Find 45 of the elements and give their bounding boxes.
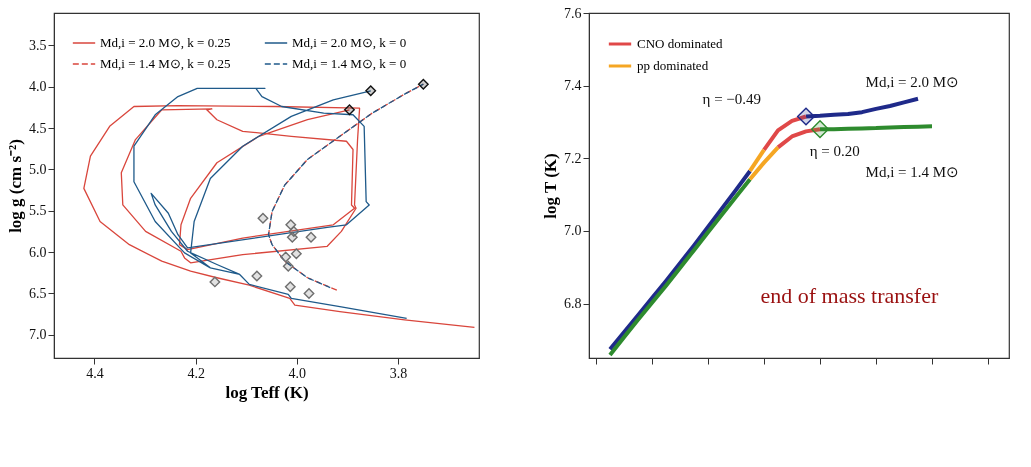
annotation: end of mass transfer [760, 282, 939, 308]
point [286, 231, 298, 243]
point [365, 85, 377, 97]
point [282, 260, 294, 272]
point [209, 276, 221, 288]
point [280, 251, 292, 263]
y-tick-label: 7.2 [564, 150, 582, 166]
legend-label: Md,i = 1.4 M⊙, k = 0 [292, 56, 407, 71]
y-tick-label: 4.5 [29, 120, 47, 136]
legend-label: Md,i = 2.0 M⊙, k = 0 [292, 35, 407, 50]
annotation: η = −0.49 [702, 91, 762, 108]
y-tick-label: 4.0 [29, 79, 47, 95]
point [303, 288, 315, 299]
x-tick-label: 4.0 [288, 365, 307, 381]
y-tick-label: 5.0 [29, 161, 47, 177]
y-tick-label: 5.5 [29, 203, 47, 219]
annotation: η = 0.20 [809, 143, 860, 159]
y-tick-label: 7.0 [564, 223, 582, 239]
y-tick-label: 7.4 [564, 78, 582, 94]
x-tick-label: 3.8 [389, 365, 408, 381]
y-tick-label: 7.0 [29, 327, 47, 343]
point [344, 104, 355, 116]
point [257, 212, 269, 224]
y-tick-label: 6.0 [29, 244, 47, 260]
y-tick-label: 6.5 [29, 285, 47, 301]
point [417, 78, 429, 90]
x-tick-label: 4.2 [187, 365, 205, 381]
point [305, 231, 317, 243]
y-tick-label: 6.8 [564, 296, 582, 312]
point [284, 281, 296, 293]
y-tick-label: 3.5 [29, 37, 47, 53]
y-tick-label: 7.6 [564, 5, 582, 21]
legend-label: CNO dominated [637, 36, 724, 51]
annotation: Md,i = 2.0 M⊙ [865, 74, 960, 90]
legend-label: pp dominated [637, 58, 709, 73]
y-axis-title: log g (cm s⁻²) [6, 139, 25, 233]
legend-label: Md,i = 1.4 M⊙, k = 0.25 [100, 56, 231, 71]
point [285, 219, 297, 231]
point [290, 248, 302, 260]
legend-label: Md,i = 2.0 M⊙, k = 0.25 [100, 35, 231, 50]
annotation: Md,i = 1.4 M⊙ [865, 163, 960, 180]
point [251, 270, 263, 282]
x-tick-label: 4.4 [86, 365, 104, 381]
x-axis-title: log Teff (K) [225, 382, 309, 402]
y-axis-title: log T (K) [541, 153, 560, 219]
